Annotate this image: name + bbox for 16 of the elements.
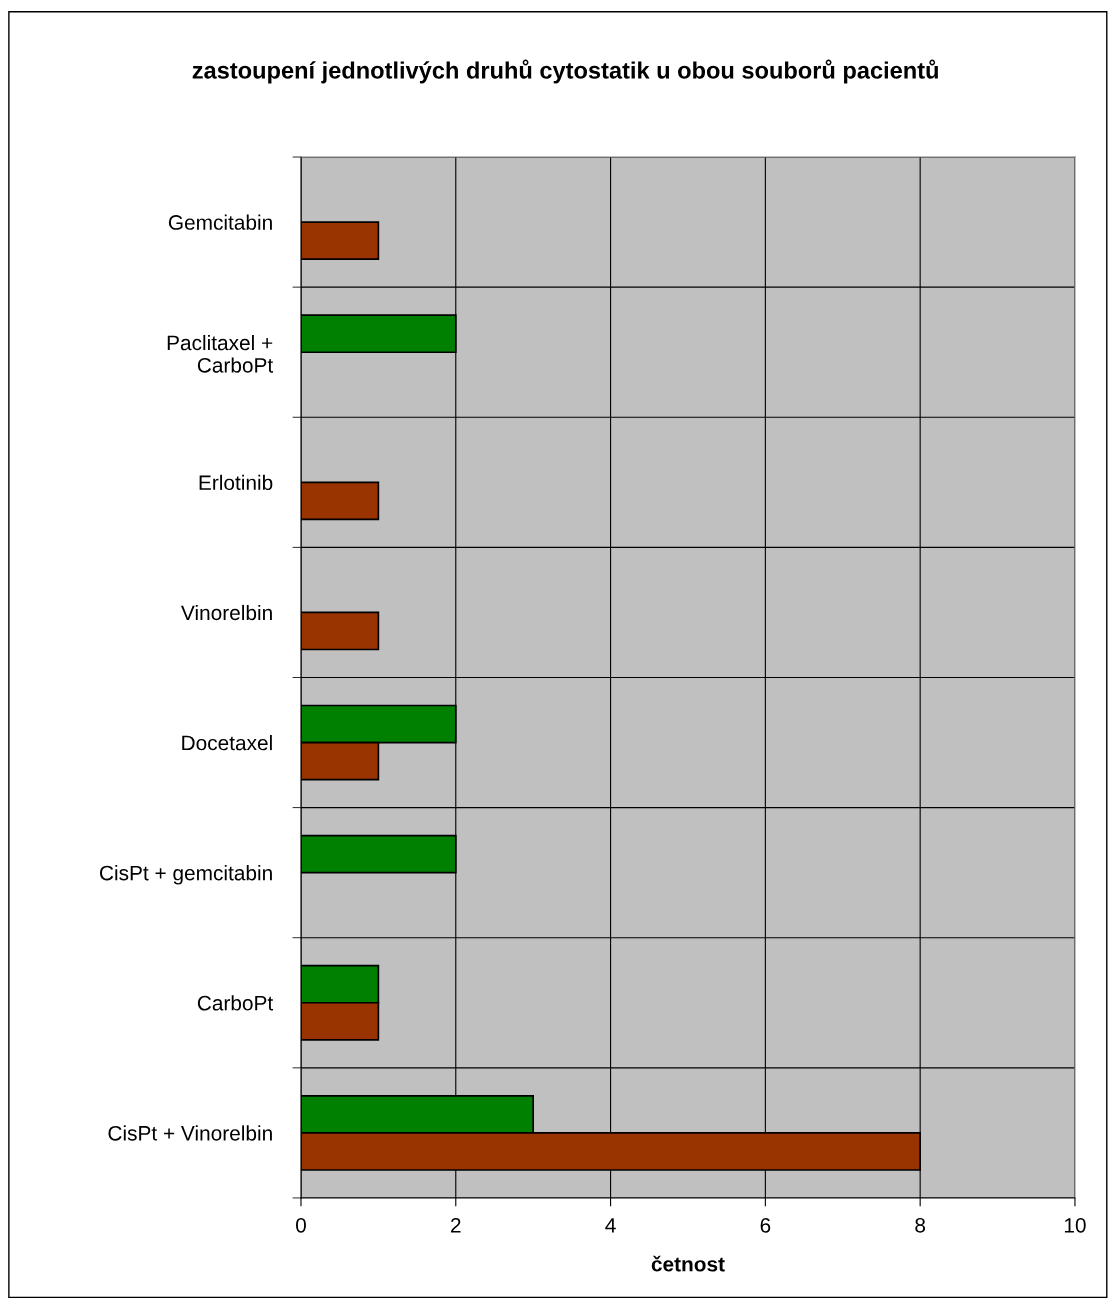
y-tick-label: CisPt + gemcitabin xyxy=(100,865,272,885)
x-tick-label: 4 xyxy=(605,1218,616,1233)
x-tick-label: 8 xyxy=(915,1217,926,1233)
x-tick-label: 6 xyxy=(760,1217,771,1233)
y-tick-label: Paclitaxel + CarboPt xyxy=(167,334,274,373)
x-tick-label: 2 xyxy=(451,1217,461,1233)
x-tick-label: 10 xyxy=(1064,1217,1086,1233)
y-tick-label: Gemcitabin xyxy=(168,214,272,230)
y-tick-label: Docetaxel xyxy=(182,735,272,751)
x-axis-title: četnost xyxy=(651,1255,725,1272)
y-tick-label: Erlotinib xyxy=(199,474,273,491)
chart-title: zastoupení jednotlivých druhů cytostatik u obou souborů pacientů xyxy=(192,59,938,84)
y-tick-label: CarboPt xyxy=(197,995,274,1011)
y-tick-label: Vinorelbin xyxy=(181,604,272,621)
y-tick-label: CisPt + Vinorelbin xyxy=(108,1125,272,1141)
x-tick-label: 0 xyxy=(296,1217,306,1233)
